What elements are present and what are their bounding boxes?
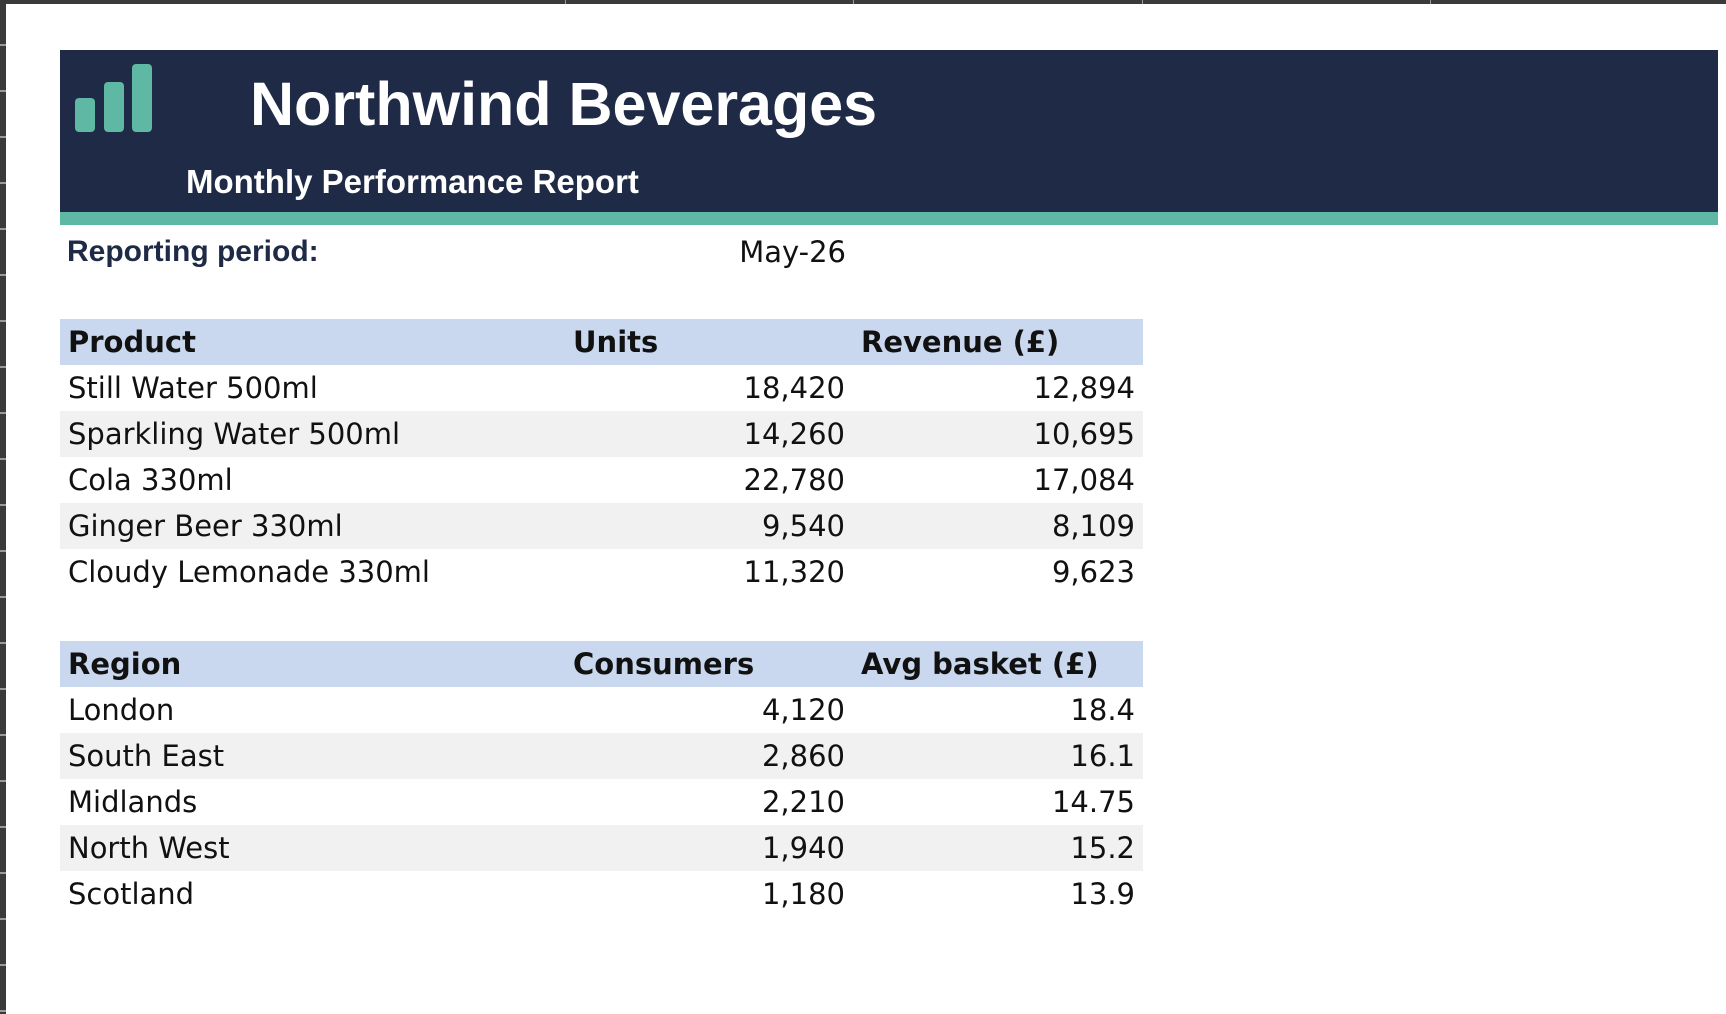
avg-basket-cell[interactable]: 16.1 (1070, 739, 1135, 773)
avg-basket-cell[interactable]: 14.75 (1051, 785, 1135, 819)
report-subtitle: Monthly Performance Report (186, 163, 639, 200)
table-row: North West 1,940 15.2 (60, 825, 1143, 871)
consumers-cell[interactable]: 1,180 (761, 877, 845, 911)
product-table: Product Units Revenue (£) Still Water 50… (60, 319, 1143, 595)
units-cell[interactable]: 18,420 (743, 371, 845, 405)
avg-basket-cell[interactable]: 18.4 (1070, 693, 1135, 727)
logo-bar-medium (104, 82, 124, 132)
region-name-cell[interactable]: Scotland (68, 877, 195, 911)
revenue-cell[interactable]: 17,084 (1033, 463, 1135, 497)
column-header-avg-basket[interactable]: Avg basket (£) (861, 647, 1099, 681)
units-cell[interactable]: 9,540 (761, 509, 845, 543)
column-header-revenue[interactable]: Revenue (£) (861, 325, 1060, 359)
units-cell[interactable]: 22,780 (743, 463, 845, 497)
region-name-cell[interactable]: London (68, 693, 175, 727)
revenue-cell[interactable]: 12,894 (1033, 371, 1135, 405)
table-row: South East 2,860 16.1 (60, 733, 1143, 779)
product-name-cell[interactable]: Still Water 500ml (68, 371, 318, 405)
logo-bar-short (75, 98, 95, 132)
report-title: Northwind Beverages (250, 70, 878, 138)
product-table-header: Product Units Revenue (£) (60, 319, 1143, 365)
table-row: Sparkling Water 500ml 14,260 10,695 (60, 411, 1143, 457)
region-name-cell[interactable]: North West (68, 831, 230, 865)
region-table-header: Region Consumers Avg basket (£) (60, 641, 1143, 687)
region-name-cell[interactable]: South East (68, 739, 225, 773)
region-table: Region Consumers Avg basket (£) London 4… (60, 641, 1143, 917)
column-divider (1430, 0, 1431, 4)
column-header-units[interactable]: Units (573, 325, 659, 359)
consumers-cell[interactable]: 4,120 (761, 693, 845, 727)
column-divider (565, 0, 566, 4)
table-row: Midlands 2,210 14.75 (60, 779, 1143, 825)
column-divider (853, 0, 854, 4)
table-row: London 4,120 18.4 (60, 687, 1143, 733)
table-row: Scotland 1,180 13.9 (60, 871, 1143, 917)
revenue-cell[interactable]: 10,695 (1033, 417, 1135, 451)
column-header-region[interactable]: Region (68, 647, 182, 681)
product-name-cell[interactable]: Cloudy Lemonade 330ml (68, 555, 430, 589)
column-header-consumers[interactable]: Consumers (573, 647, 755, 681)
consumers-cell[interactable]: 2,860 (761, 739, 845, 773)
consumers-cell[interactable]: 2,210 (761, 785, 845, 819)
revenue-cell[interactable]: 8,109 (1051, 509, 1135, 543)
table-row: Cola 330ml 22,780 17,084 (60, 457, 1143, 503)
table-row: Ginger Beer 330ml 9,540 8,109 (60, 503, 1143, 549)
row-dividers (0, 0, 6, 1014)
product-name-cell[interactable]: Sparkling Water 500ml (68, 417, 401, 451)
column-divider (1142, 0, 1143, 4)
revenue-cell[interactable]: 9,623 (1051, 555, 1135, 589)
product-name-cell[interactable]: Ginger Beer 330ml (68, 509, 343, 543)
sheet-top-edge (0, 0, 1726, 4)
reporting-period-value[interactable]: May-26 (739, 235, 846, 269)
product-name-cell[interactable]: Cola 330ml (68, 463, 233, 497)
table-row: Cloudy Lemonade 330ml 11,320 9,623 (60, 549, 1143, 595)
reporting-period-label[interactable]: Reporting period: (67, 235, 319, 268)
units-cell[interactable]: 14,260 (743, 417, 845, 451)
table-row: Still Water 500ml 18,420 12,894 (60, 365, 1143, 411)
avg-basket-cell[interactable]: 15.2 (1070, 831, 1135, 865)
avg-basket-cell[interactable]: 13.9 (1070, 877, 1135, 911)
bar-chart-icon (75, 64, 155, 132)
header-accent-stripe (60, 212, 1718, 225)
report-header-banner (60, 50, 1718, 212)
consumers-cell[interactable]: 1,940 (761, 831, 845, 865)
region-name-cell[interactable]: Midlands (68, 785, 198, 819)
column-header-product[interactable]: Product (68, 325, 196, 359)
units-cell[interactable]: 11,320 (743, 555, 845, 589)
logo-bar-tall (132, 64, 152, 132)
